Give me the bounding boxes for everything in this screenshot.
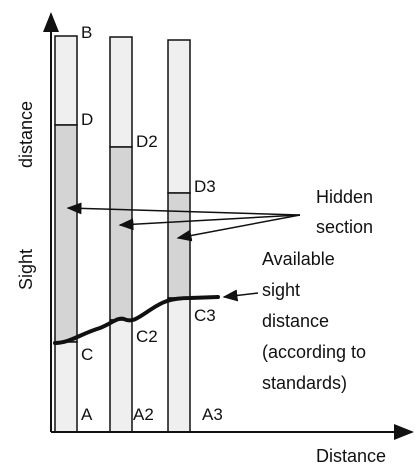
- label-a3: A3: [202, 405, 223, 424]
- hidden-label-line-2: section: [316, 217, 373, 237]
- hidden-arrow-1: [66, 202, 301, 216]
- label-a2: A2: [133, 405, 154, 424]
- available-label-line-2: sight: [262, 280, 300, 300]
- column-a3-lower: [167, 297, 191, 433]
- column-a-hidden-section: [54, 124, 78, 343]
- label-c2: C2: [136, 327, 158, 346]
- available-label-line-3: distance: [262, 311, 329, 331]
- hidden-arrow-3: [176, 214, 301, 242]
- label-b: B: [81, 23, 92, 42]
- x-axis-title: Distance: [316, 446, 386, 466]
- available-arrow: [222, 289, 259, 302]
- column-a-upper: [54, 35, 78, 126]
- y-axis-title-sight: Sight: [16, 249, 36, 290]
- label-d2: D2: [136, 132, 158, 151]
- y-axis-title-distance: distance: [16, 101, 36, 168]
- label-d: D: [81, 110, 93, 129]
- hidden-label-line-1: Hidden: [316, 187, 373, 207]
- column-a3-upper: [167, 39, 191, 194]
- available-sight-distance-curve: [53, 295, 220, 345]
- column-a-lower: [54, 341, 78, 433]
- column-a2-hidden-section: [109, 146, 133, 321]
- label-c: C: [81, 345, 93, 364]
- available-label-line-5: standards): [262, 373, 347, 393]
- column-a2-upper: [109, 36, 133, 148]
- label-a: A: [81, 405, 93, 424]
- column-a3-hidden-section: [167, 192, 191, 299]
- column-a2-lower: [109, 319, 133, 433]
- label-c3: C3: [194, 306, 216, 325]
- label-d3: D3: [194, 177, 216, 196]
- hidden-arrow-2: [118, 214, 301, 231]
- available-label-line-1: Available: [262, 249, 335, 269]
- available-label-line-4: (according to: [262, 342, 366, 362]
